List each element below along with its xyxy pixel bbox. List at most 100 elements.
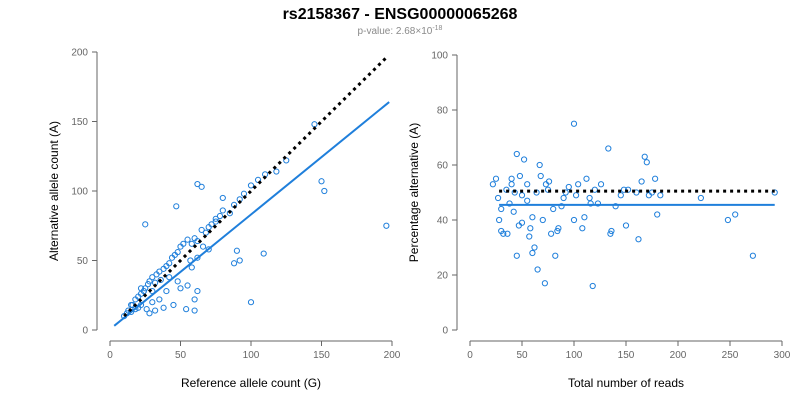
- right-data-point: [518, 192, 526, 199]
- left-data-point: [247, 182, 255, 189]
- right-data-point: [635, 236, 642, 243]
- left-data-point: [177, 285, 184, 292]
- left-data-point: [311, 121, 318, 128]
- right-data-point: [597, 181, 605, 188]
- right-data-point: [516, 172, 524, 180]
- right-data-point: [641, 153, 648, 160]
- right-data-point: [513, 252, 520, 259]
- right-data-point: [520, 156, 528, 163]
- right-data-point: [605, 145, 612, 152]
- left-x-tick-label: 200: [384, 350, 401, 361]
- right-x-tick-label: 100: [566, 350, 583, 361]
- right-data-point: [489, 181, 496, 188]
- left-data-point: [188, 264, 195, 271]
- right-data-point: [545, 178, 553, 185]
- left-data-point: [205, 246, 212, 253]
- left-data-point: [240, 190, 248, 197]
- left-data-point: [188, 240, 195, 247]
- right-data-point: [526, 233, 533, 240]
- right-y-tick-label: 0: [442, 326, 448, 337]
- left-data-point: [198, 183, 205, 190]
- left-data-point: [146, 310, 153, 317]
- left-data-point: [230, 260, 238, 267]
- right-x-tick-label: 200: [670, 350, 687, 361]
- left-x-tick-label: 0: [107, 350, 113, 361]
- left-data-point: [142, 221, 149, 228]
- right-data-point: [697, 194, 704, 202]
- left-scatter-panel: 0 50 100 150 200 0 50 100 150 200 Reference allele…: [47, 48, 401, 391]
- left-data-point: [273, 168, 280, 175]
- right-data-point: [565, 183, 572, 191]
- right-data-point: [527, 225, 534, 232]
- left-data-point: [194, 287, 201, 295]
- subtitle-exponent: -18: [432, 25, 442, 32]
- left-data-point: [174, 249, 181, 256]
- right-data-point: [555, 225, 562, 232]
- chart-subtitle: p-value: 2.68×10-18: [358, 25, 443, 37]
- left-data-point: [247, 299, 255, 306]
- left-data-point: [166, 274, 173, 281]
- right-data-point: [732, 211, 739, 218]
- left-data-point: [199, 243, 207, 250]
- right-data-point: [589, 282, 596, 290]
- left-data-point: [156, 268, 163, 275]
- right-data-point: [586, 194, 593, 202]
- left-data-point: [173, 203, 180, 210]
- left-data-point: [160, 304, 167, 311]
- left-data-point: [152, 307, 159, 314]
- right-data-point: [539, 216, 546, 224]
- right-data-point: [749, 252, 756, 259]
- right-data-point: [583, 175, 590, 182]
- right-data-point: [579, 225, 586, 232]
- right-y-tick-label: 20: [437, 271, 449, 282]
- right-y-tick-label: 40: [437, 216, 449, 227]
- left-data-point: [219, 207, 226, 214]
- right-data-point: [594, 200, 602, 207]
- left-fit-line: [113, 101, 390, 327]
- right-x-axis-label: Total number of reads: [568, 376, 684, 390]
- left-data-point: [219, 194, 226, 202]
- right-data-point: [575, 181, 582, 188]
- left-data-point: [170, 301, 177, 309]
- right-data-point: [558, 203, 565, 210]
- left-data-point: [143, 306, 150, 313]
- right-data-point: [500, 230, 507, 237]
- left-data-point: [142, 285, 149, 292]
- right-data-point: [531, 244, 538, 251]
- left-data-point: [156, 296, 163, 303]
- right-data-point: [508, 181, 515, 188]
- left-data-point: [321, 187, 328, 195]
- right-x-tick-label: 50: [516, 350, 528, 361]
- right-x-tick-label: 250: [722, 350, 739, 361]
- left-data-point: [149, 274, 156, 281]
- right-data-point: [654, 211, 661, 218]
- right-data-point: [508, 175, 515, 182]
- right-data-point: [541, 280, 548, 287]
- right-data-point: [612, 203, 619, 210]
- left-data-point: [180, 240, 187, 247]
- right-data-point: [529, 249, 536, 257]
- left-data-point: [166, 260, 173, 267]
- left-y-tick-label: 150: [71, 117, 88, 128]
- right-data-point: [657, 192, 664, 199]
- left-data-point: [208, 221, 215, 228]
- left-data-point: [184, 282, 191, 289]
- right-y-tick-label: 80: [437, 106, 449, 117]
- left-data-point: [184, 236, 191, 243]
- left-data-point: [202, 229, 209, 236]
- right-data-point: [529, 214, 536, 221]
- left-data-point: [260, 250, 267, 257]
- right-data-point: [496, 216, 503, 224]
- left-x-tick-label: 100: [243, 350, 260, 361]
- left-data-point: [236, 257, 243, 264]
- right-y-tick-label: 60: [437, 161, 449, 172]
- right-data-point: [536, 161, 543, 169]
- left-data-point: [212, 215, 219, 222]
- left-data-point: [163, 287, 170, 295]
- right-data-point: [652, 175, 659, 182]
- right-data-point: [570, 216, 578, 224]
- right-data-point: [638, 178, 645, 185]
- right-y-tick-label: 100: [431, 51, 448, 62]
- left-x-tick-label: 150: [313, 350, 330, 361]
